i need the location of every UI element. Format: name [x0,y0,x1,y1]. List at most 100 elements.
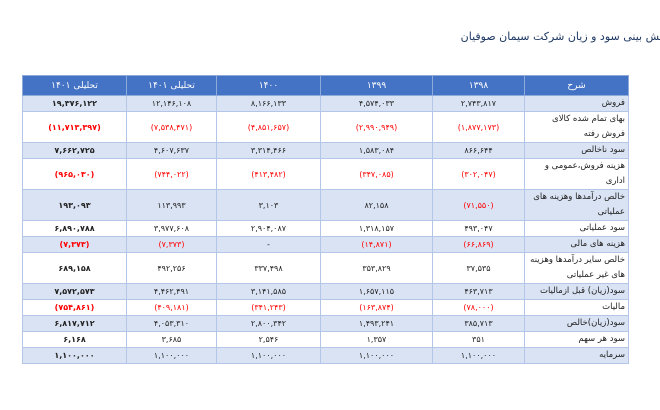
table-cell: ۳۵۳,۸۲۹ [320,252,433,284]
table-cell: ۱,۱۰۰,۰۰۰ [432,347,525,364]
table-cell: (۷۱,۵۵۰) [432,189,525,221]
column-header: تحلیلی ۱۴۰۱ [126,75,217,96]
table-cell: ۴,۵۷۴,۰۳۳ [320,95,433,112]
table-row: فروش ۲,۷۴۳,۸۱۷ ۴,۵۷۴,۰۳۳ ۸,۱۶۶,۱۳۳ ۱۲,۱۴۶,۱۰… [22,95,629,112]
row-label: سود(زیان) قبل ازمالیات [524,283,629,300]
row-label: هزینه های مالی [524,236,629,253]
table-cell: (۴,۸۵۱,۶۵۷) [216,111,321,143]
table-cell: ۴۹۳,۰۴۷ [432,220,525,237]
table-cell: ۶,۸۱۷,۷۱۲ [22,315,127,332]
table-cell: ۲,۵۴۶ [216,331,321,348]
table-cell: ۱,۱۰۰,۰۰۰ [216,347,321,364]
table-cell: ۴,۶۰۷,۶۳۷ [126,142,217,159]
table-cell: (۷۴۴,۰۲۲) [126,158,217,190]
table-cell: (۴۱۳,۴۸۲) [216,158,321,190]
table-cell: ۱,۱۰۰,۰۰۰ [126,347,217,364]
table-cell: (۱۴,۸۷۱) [320,236,433,253]
table-cell: (۶۶,۸۶۹) [432,236,525,253]
table-cell: ۱۱۳,۹۹۳ [126,189,217,221]
table-cell: ۳۸۵,۷۱۳ [432,315,525,332]
table-cell: ۳۵۱ [432,331,525,348]
table-row: سرمایه ۱,۱۰۰,۰۰۰ ۱,۱۰۰,۰۰۰ ۱,۱۰۰,۰۰۰ ۱,۱۰۰,۰… [22,347,629,364]
table-cell: (۳۴۷,۰۸۵) [320,158,433,190]
table-cell: (۷۵۴,۸۶۱) [22,299,127,316]
table-cell: (۷,۳۷۳) [22,236,127,253]
table-cell: ۱۹,۳۷۶,۱۲۲ [22,95,127,112]
table-cell: (۳۴۱,۲۴۳) [216,299,321,316]
table-header-row: شرح ۱۳۹۸ ۱۳۹۹ ۱۴۰۰ تحلیلی ۱۴۰۱ تحلیلی ۱۴۰۱ [22,75,629,96]
table-cell: ۳,۱۰۳ [216,189,321,221]
table-cell: - [216,236,321,253]
table-cell: ۱۲,۱۴۶,۱۰۸ [126,95,217,112]
table-row: سود عملیاتی ۴۹۳,۰۴۷ ۱,۳۱۸,۱۵۷ ۲,۹۰۴,۰۸۷ ۳,۹۷… [22,220,629,237]
row-label: سود هر سهم [524,331,629,348]
table-cell: (۷۸,۰۰۰) [432,299,525,316]
row-label: فروش [524,95,629,112]
table-row: مالیات (۷۸,۰۰۰) (۱۶۳,۸۷۴) (۳۴۱,۲۴۳) (۴۰۹,۱۸۱… [22,299,629,316]
table-cell: ۲,۹۰۴,۰۸۷ [216,220,321,237]
table-cell: ۴,۰۵۳,۳۱۰ [126,315,217,332]
table-cell: (۲,۹۹۰,۹۴۹) [320,111,433,143]
table-cell: (۳۰۲,۰۴۷) [432,158,525,190]
table-cell: ۴,۴۶۲,۴۹۱ [126,283,217,300]
column-header: ۱۳۹۹ [320,75,433,96]
row-label: مالیات [524,299,629,316]
table-cell: ۳۷,۵۳۵ [432,252,525,284]
table-cell: ۷,۵۷۲,۵۷۳ [22,283,127,300]
row-label: خالص سایر درآمدها وهزینه های غیر عملیاتی [524,252,629,284]
table-cell: (۱۶۳,۸۷۴) [320,299,433,316]
table-row: بهای تمام شده کالای فروش رفته (۱,۸۷۷,۱۷۳)… [22,111,629,143]
table-cell: ۱,۴۹۳,۲۴۱ [320,315,433,332]
table-row: سود(زیان)خالص ۳۸۵,۷۱۳ ۱,۴۹۳,۲۴۱ ۲,۸۰۰,۳۴۲ ۴,… [22,315,629,332]
table-cell: ۲,۸۰۰,۳۴۲ [216,315,321,332]
table-row: هزینه فروش،عمومی و اداری (۳۰۲,۰۴۷) (۳۴۷,۰۸… [22,158,629,190]
table-row: خالص درآمدها وهزینه های عملیاتی (۷۱,۵۵۰) ۸… [22,189,629,221]
row-label: سود ناخالص [524,142,629,159]
table-cell: ۱۹۳,۰۹۳ [22,189,127,221]
table-cell: ۱,۳۱۸,۱۵۷ [320,220,433,237]
table-cell: ۱,۵۸۳,۰۸۴ [320,142,433,159]
column-header: تحلیلی ۱۴۰۱ [22,75,127,96]
table-cell: ۸۶۶,۶۴۴ [432,142,525,159]
column-header: ۱۳۹۸ [432,75,525,96]
table-cell: (۷,۳۷۳) [126,236,217,253]
table-row: سود(زیان) قبل ازمالیات ۴۶۳,۷۱۳ ۱,۶۵۷,۱۱۵ ۳,… [22,283,629,300]
row-label: بهای تمام شده کالای فروش رفته [524,111,629,143]
table-cell: ۳,۱۴۱,۵۸۵ [216,283,321,300]
row-label: سود(زیان)خالص [524,315,629,332]
table-row: هزینه های مالی (۶۶,۸۶۹) (۱۴,۸۷۱) - (۷,۳۷۳) (۷… [22,236,629,253]
table-cell: ۳,۹۷۷,۶۰۸ [126,220,217,237]
table-cell: (۱۱,۷۱۳,۳۹۷) [22,111,127,143]
table-cell: ۸,۱۶۶,۱۳۳ [216,95,321,112]
row-label: سرمایه [524,347,629,364]
table-cell: ۶۸۹,۱۵۸ [22,252,127,284]
table-cell: ۱,۳۵۷ [320,331,433,348]
profit-loss-table: شرح ۱۳۹۸ ۱۳۹۹ ۱۴۰۰ تحلیلی ۱۴۰۱ تحلیلی ۱۴۰۱ فر… [22,75,629,364]
table-cell: ۳۳۷,۴۹۸ [216,252,321,284]
table-cell: ۱,۱۰۰,۰۰۰ [22,347,127,364]
column-header: ۱۴۰۰ [216,75,321,96]
table-cell: ۱,۶۵۷,۱۱۵ [320,283,433,300]
table-cell: ۶,۸۹۰,۷۸۸ [22,220,127,237]
table-cell: (۴۰۹,۱۸۱) [126,299,217,316]
table-cell: ۲,۷۴۳,۸۱۷ [432,95,525,112]
row-label: سود عملیاتی [524,220,629,237]
table-cell: ۶,۱۶۸ [22,331,127,348]
table-cell: ۴۶۳,۷۱۳ [432,283,525,300]
row-label: خالص درآمدها وهزینه های عملیاتی [524,189,629,221]
table-cell: (۷,۵۳۸,۴۷۱) [126,111,217,143]
column-header: شرح [524,75,629,96]
table-cell: ۳,۳۱۴,۴۶۶ [216,142,321,159]
table-cell: ۱,۱۰۰,۰۰۰ [320,347,433,364]
row-label: هزینه فروش،عمومی و اداری [524,158,629,190]
table-cell: ۸۲,۱۵۸ [320,189,433,221]
table-cell: (۹۶۵,۰۳۰) [22,158,127,190]
table-cell: ۷,۶۶۲,۷۲۵ [22,142,127,159]
page-title: پیش بینی سود و زیان شرکت سیمان صوفیان [460,30,660,43]
table-cell: ۴۹۲,۲۵۶ [126,252,217,284]
table-row: سود هر سهم ۳۵۱ ۱,۳۵۷ ۲,۵۴۶ ۳,۶۸۵ ۶,۱۶۸ [22,331,629,348]
table-row: خالص سایر درآمدها وهزینه های غیر عملیاتی… [22,252,629,284]
table-cell: (۱,۸۷۷,۱۷۳) [432,111,525,143]
table-cell: ۳,۶۸۵ [126,331,217,348]
table-row: سود ناخالص ۸۶۶,۶۴۴ ۱,۵۸۳,۰۸۴ ۳,۳۱۴,۴۶۶ ۴,۶۰۷… [22,142,629,159]
